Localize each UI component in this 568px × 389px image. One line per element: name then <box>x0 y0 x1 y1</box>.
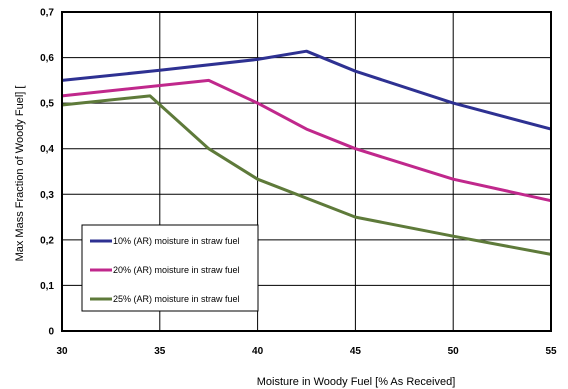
series-line-2 <box>61 78 552 203</box>
y-tick-label: 0,3 <box>40 190 54 201</box>
y-tick-label: 0 <box>48 327 54 338</box>
x-tick-label: 35 <box>154 346 166 357</box>
y-tick-label: 0,5 <box>40 99 54 110</box>
x-tick-label: 50 <box>448 346 460 357</box>
x-axis-label: Moisture in Woody Fuel [% As Received] <box>257 376 456 388</box>
x-tick-label: 45 <box>350 346 362 357</box>
series-lines <box>61 49 552 256</box>
legend-label-3: 25% (AR) moisture in straw fuel <box>113 294 240 304</box>
plot-frame <box>61 11 552 332</box>
x-tick-label: 55 <box>545 346 557 357</box>
series-line-3 <box>61 94 552 256</box>
y-tick-label: 0,1 <box>40 281 54 292</box>
y-tick-label: 0,4 <box>40 144 54 155</box>
y-axis-label: Max Mass Fraction of Woody Fuel] [ <box>14 86 26 262</box>
tick-labels: 0 0,1 0,2 0,3 0,4 0,5 0,6 0,7 30 35 40 45 50 55 <box>40 8 557 358</box>
legend-box <box>81 224 259 312</box>
y-tick-label: 0,6 <box>40 53 54 64</box>
y-tick-label: 0,7 <box>40 8 54 19</box>
legend: 10% (AR) moisture in straw fuel 20% (AR) … <box>81 224 259 312</box>
legend-label-2: 20% (AR) moisture in straw fuel <box>113 265 240 275</box>
series-line-1 <box>61 49 552 131</box>
x-tick-label: 40 <box>252 346 264 357</box>
x-tick-label: 30 <box>56 346 68 357</box>
legend-label-1: 10% (AR) moisture in straw fuel <box>113 236 240 246</box>
y-tick-label: 0,2 <box>40 235 54 246</box>
